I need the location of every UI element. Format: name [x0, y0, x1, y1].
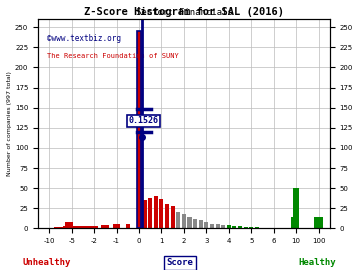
Bar [63, 226, 71, 228]
Bar [113, 224, 121, 228]
Bar [233, 226, 237, 228]
Bar [86, 226, 94, 228]
Text: Healthy: Healthy [298, 258, 336, 267]
Bar [102, 225, 109, 228]
Text: 0.1526: 0.1526 [129, 116, 159, 125]
Bar [54, 227, 62, 228]
Bar [238, 226, 242, 228]
Bar [148, 198, 152, 228]
Bar [137, 31, 141, 228]
Bar [293, 188, 299, 228]
Text: Unhealthy: Unhealthy [23, 258, 71, 267]
Bar [221, 225, 225, 228]
Bar [137, 31, 141, 228]
Text: Score: Score [167, 258, 193, 267]
Bar [182, 214, 186, 228]
Bar [165, 204, 169, 228]
Bar [59, 227, 67, 228]
Bar [143, 200, 147, 228]
Bar [66, 222, 73, 228]
Bar [244, 227, 248, 228]
Y-axis label: Number of companies (997 total): Number of companies (997 total) [7, 71, 12, 176]
Bar [188, 217, 192, 228]
Text: Sector: Financials: Sector: Financials [135, 8, 232, 17]
Bar [210, 224, 214, 228]
Bar [126, 224, 130, 228]
Bar [90, 226, 98, 228]
Bar [193, 219, 197, 228]
Bar [249, 227, 253, 228]
Bar [199, 220, 203, 228]
Title: Z-Score Histogram for SAL (2016): Z-Score Histogram for SAL (2016) [84, 7, 284, 17]
Bar [71, 226, 79, 228]
Bar [314, 217, 323, 228]
Bar [171, 206, 175, 228]
Bar [291, 217, 296, 228]
Bar [176, 212, 180, 228]
Bar [227, 225, 231, 228]
Bar [255, 227, 259, 228]
Bar [159, 199, 163, 228]
Bar [216, 224, 220, 228]
Bar [79, 226, 87, 228]
Bar [293, 226, 299, 228]
Text: ©www.textbiz.org: ©www.textbiz.org [47, 34, 121, 43]
Text: The Research Foundation of SUNY: The Research Foundation of SUNY [47, 53, 179, 59]
Bar [154, 196, 158, 228]
Bar [204, 222, 208, 228]
